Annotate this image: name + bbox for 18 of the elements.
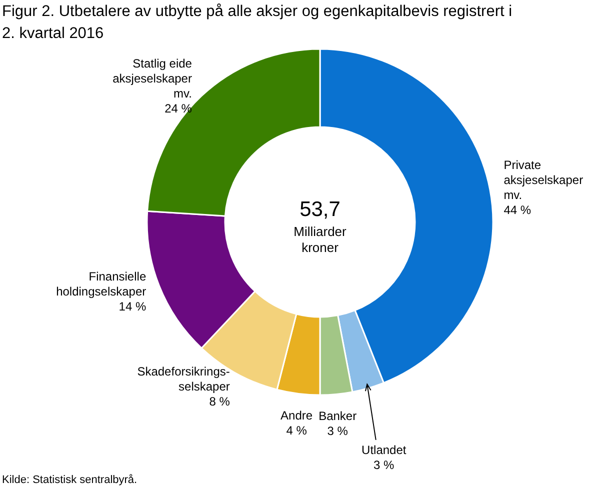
slice-label: Banker <box>318 409 357 424</box>
text: 53,7 <box>300 198 340 221</box>
data-label: 44 % <box>504 202 532 217</box>
data-label: 3 % <box>327 424 348 438</box>
data-label: 3 % <box>374 458 395 472</box>
slice-label: Statlig eide aksjeselskaper mv. <box>112 56 192 101</box>
data-label: 8 % <box>209 394 230 408</box>
data-label: 4 % <box>286 424 308 438</box>
slice-label: Finansielle holdingselskaper <box>56 269 146 298</box>
slice-label: Private aksjeselskaper mv. <box>504 158 584 202</box>
text: Milliarder kroner <box>294 224 348 255</box>
slice-label: Skadeforsikrings-selskaper <box>137 364 230 394</box>
slice-label: Andre <box>280 408 313 423</box>
chart-title: Figur 2. Utbetalere av utbytte på alle aksjer og egenkapitalbevis registrert i 2. kvartal 2016 <box>2 3 512 42</box>
data-label: 24 % <box>164 102 192 116</box>
text: Kilde: Statistisk sentralbyrå. <box>2 474 138 486</box>
slice-label: Utlandet <box>362 442 407 457</box>
data-label: 14 % <box>118 299 146 314</box>
